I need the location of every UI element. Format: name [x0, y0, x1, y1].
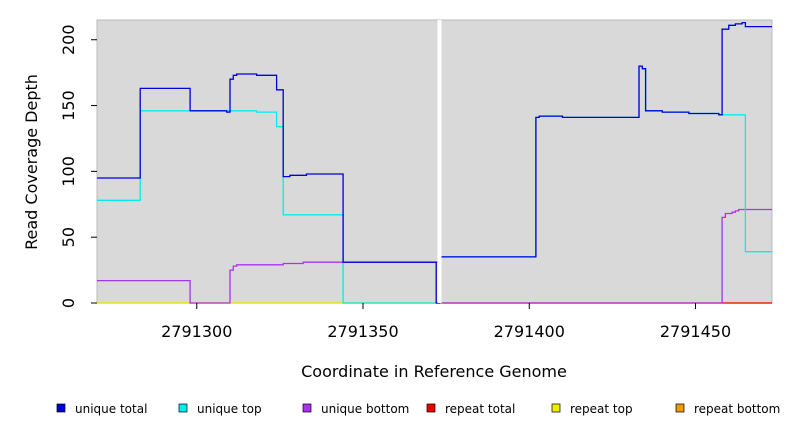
x-axis-title: Coordinate in Reference Genome	[301, 362, 567, 381]
axis-layer: 2791300 2791350 2791400 2791450 0 50 100 150 200	[59, 24, 731, 341]
legend-swatch	[551, 403, 561, 413]
plot-background	[96, 19, 773, 304]
y-tick-label: 0	[59, 298, 78, 308]
x-tick-label: 2791450	[660, 322, 731, 341]
gap-marker	[437, 20, 442, 303]
y-tick-label: 150	[59, 90, 78, 121]
y-axis-title: Read Coverage Depth	[22, 74, 41, 250]
legend-label: unique top	[197, 402, 262, 416]
legend-swatch	[675, 403, 685, 413]
legend-item: unique total	[56, 402, 147, 416]
series-line-unique-total	[97, 21, 772, 304]
x-tick-label: 2791400	[494, 322, 565, 341]
x-tick-label: 2791300	[161, 322, 232, 341]
legend-item: unique top	[178, 402, 262, 416]
legend-label: repeat top	[570, 402, 633, 416]
y-tick-label: 200	[59, 24, 78, 55]
legend-item: repeat total	[426, 402, 515, 416]
legend-label: unique total	[75, 402, 147, 416]
y-tick-label: 50	[59, 227, 78, 247]
legend-swatch	[426, 403, 436, 413]
legend-swatch	[178, 403, 188, 413]
y-tick-label: 100	[59, 156, 78, 187]
legend-item: repeat bottom	[675, 402, 780, 416]
legend-swatch	[56, 403, 66, 413]
legend-item: unique bottom	[302, 402, 409, 416]
legend-item: repeat top	[551, 402, 633, 416]
series-layer	[97, 21, 772, 304]
legend-swatch	[302, 403, 312, 413]
legend-label: repeat bottom	[694, 402, 780, 416]
legend: unique total unique top unique bottom repea…	[56, 402, 780, 416]
x-tick-label: 2791350	[327, 322, 398, 341]
legend-label: unique bottom	[321, 402, 409, 416]
legend-label: repeat total	[445, 402, 515, 416]
